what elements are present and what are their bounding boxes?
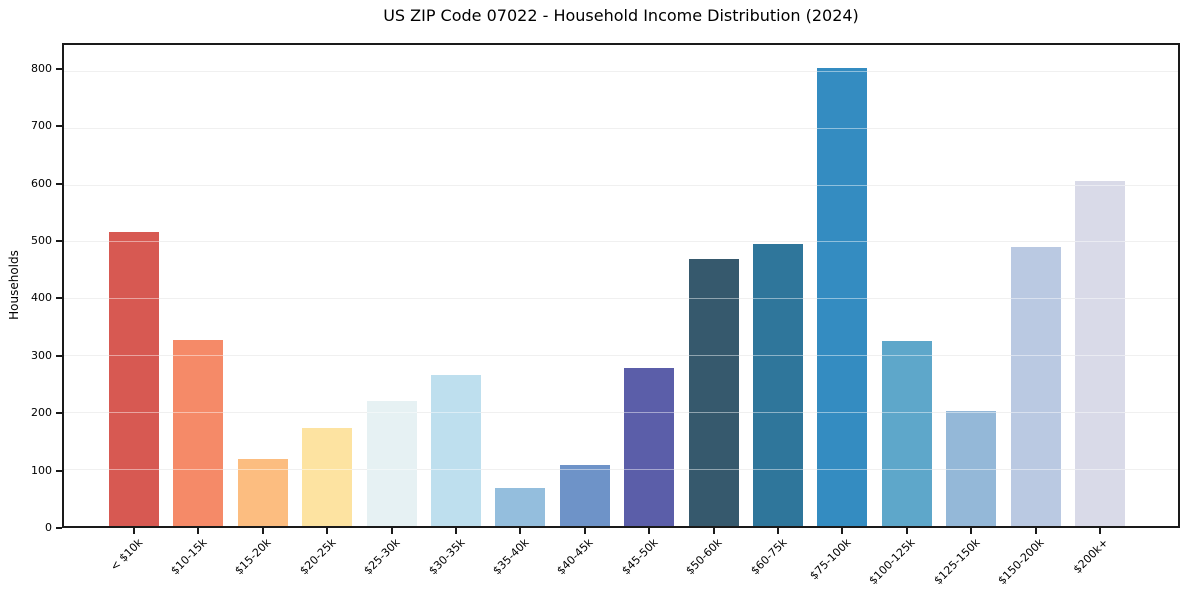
y-tick-mark-500 [56,240,62,242]
bar-$150-200k [1010,247,1061,526]
gridline-overlay-100 [64,469,1178,471]
x-tick-mark-< $10k [133,528,135,534]
x-tick-mark-$15-20k [261,528,264,534]
bar-$45-50k [624,367,675,526]
bar-$20-25k [302,427,353,526]
gridline-100 [64,469,1178,471]
y-tick-label: 300 [31,348,52,362]
y-tick-mark-100 [56,469,62,472]
bar-$15-20k [237,459,288,526]
x-tick-label: $30-35k [425,536,468,578]
x-tick-label: $150-200k [995,536,1047,588]
x-tick-mark-$45-50k [648,528,651,534]
x-tick-mark-$40-45k [583,528,586,534]
x-tick-label: $10-15k [168,536,210,578]
x-tick-label: $45-50k [619,536,661,578]
x-tick-label: $50-60k [683,536,725,578]
gridline-overlay-200 [64,412,1178,414]
bar-$75-100k [817,67,868,526]
x-tick-label: $20-25k [297,536,339,578]
x-tick-label: $15-20k [232,536,274,578]
y-tick-label: 800 [31,61,52,75]
bar-$30-35k [431,375,481,526]
plot-area [62,43,1180,528]
bar-$10-15k [173,339,224,526]
bar-$100-125k [881,341,932,526]
y-tick-label: 0 [45,521,52,534]
y-tick-label: 400 [31,291,52,305]
x-tick-mark-$30-35k [455,528,457,534]
gridline-overlay-500 [64,241,1178,243]
x-tick-label: $200k+ [1071,536,1112,577]
y-tick-mark-600 [56,182,62,185]
gridline-700 [64,127,1178,129]
y-tick-label: 500 [31,234,52,247]
x-tick-label: $60-75k [747,536,790,578]
x-tick-label: $75-100k [807,536,854,583]
gridline-overlay-800 [64,70,1178,72]
y-tick-label: 600 [31,176,52,190]
bar-$40-45k [559,464,610,526]
x-tick-mark-$60-75k [777,528,779,534]
gridline-overlay-600 [64,184,1178,186]
y-tick-mark-300 [56,354,62,357]
bar-< $10k [109,231,159,526]
gridline-500 [64,241,1178,243]
bar-$25-30k [366,400,417,526]
x-tick-mark-$25-30k [390,528,393,534]
bar-$200k+ [1075,181,1125,526]
y-tick-mark-200 [56,412,62,415]
x-tick-mark-$200k+ [1099,528,1101,534]
bar-$50-60k [688,259,739,526]
bar-$35-40k [495,488,546,526]
x-tick-label: $25-30k [361,536,403,578]
x-tick-label: $40-45k [554,536,596,578]
gridline-600 [64,184,1178,186]
gridline-200 [64,412,1178,414]
y-tick-label: 700 [31,119,52,133]
gridline-overlay-700 [64,127,1178,129]
y-tick-mark-800 [56,67,62,70]
x-tick-mark-$50-60k [712,528,715,534]
y-tick-label: 200 [31,406,52,420]
x-tick-mark-$150-200k [1034,528,1037,534]
y-tick-mark-700 [56,125,62,128]
x-tick-label: $125-150k [931,536,983,588]
bar-$125-150k [946,411,997,526]
y-tick-mark-400 [56,297,62,300]
x-tick-mark-$100-125k [905,528,908,534]
x-tick-mark-$75-100k [841,528,844,534]
gridline-overlay-300 [64,355,1178,357]
chart-title: US ZIP Code 07022 - Household Income Dis… [383,6,859,25]
gridline-800 [64,70,1178,72]
y-tick-mark-0 [56,527,62,529]
x-tick-mark-$35-40k [519,528,522,534]
x-tick-mark-$125-150k [970,528,973,534]
y-axis-label: Households [7,250,21,320]
gridline-400 [64,298,1178,300]
x-tick-mark-$10-15k [197,528,200,534]
x-tick-label: $35-40k [490,536,532,578]
gridline-300 [64,355,1178,357]
x-tick-label: $100-125k [866,536,918,588]
bar-$60-75k [753,244,803,526]
x-tick-mark-$20-25k [326,528,329,534]
gridline-overlay-400 [64,298,1178,300]
x-tick-label: < $10k [107,536,146,574]
y-tick-label: 100 [31,463,52,477]
